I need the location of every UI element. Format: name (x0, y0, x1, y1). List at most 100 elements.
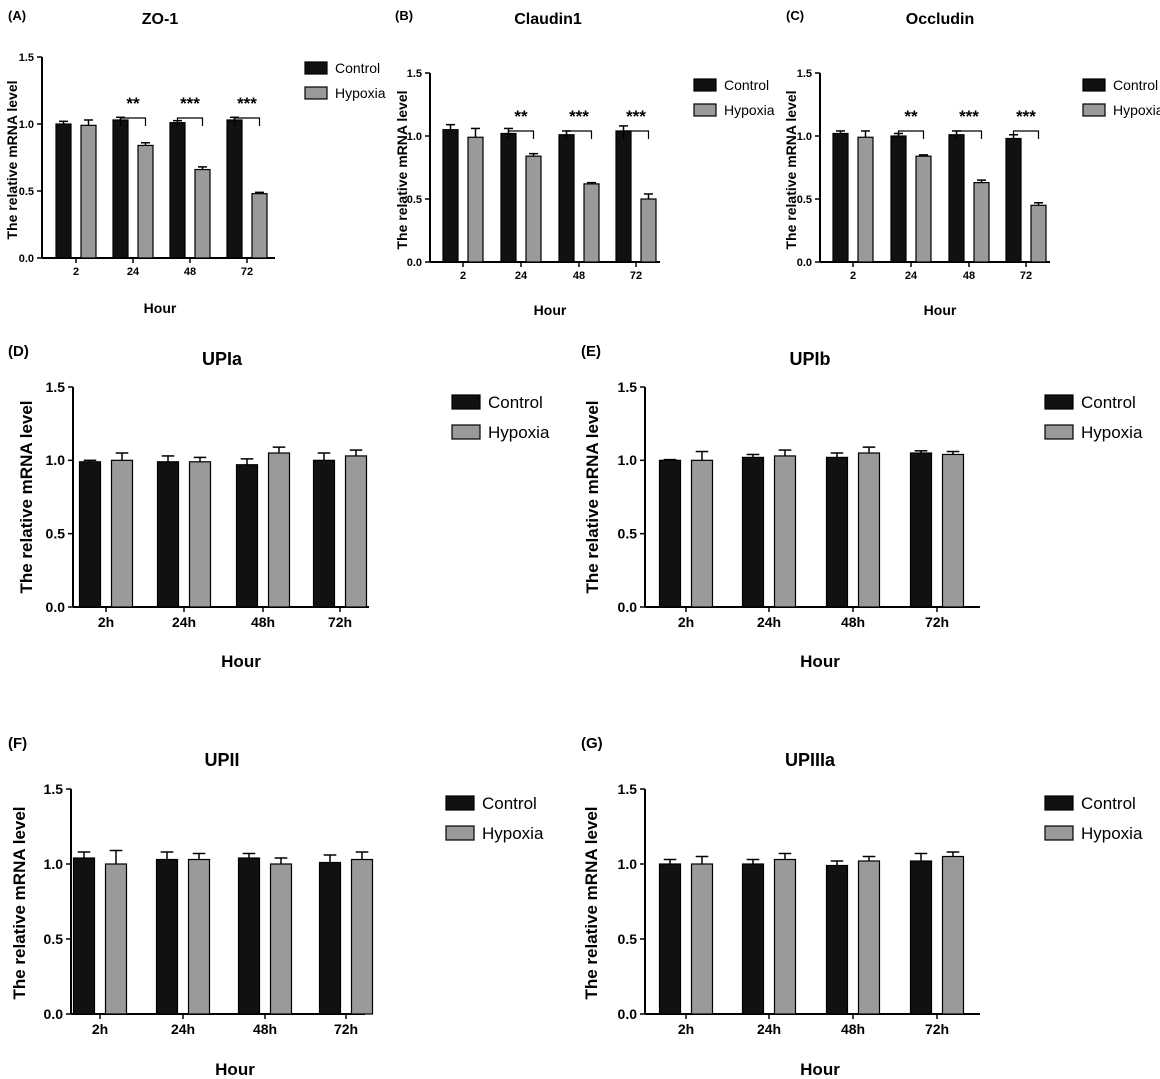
bar-control (112, 119, 129, 259)
y-tick-label: 0.0 (407, 257, 422, 269)
significance-label: *** (1016, 107, 1036, 126)
significance-bracket (1012, 130, 1040, 139)
legend-swatch-control (451, 394, 481, 410)
bar-control (55, 123, 72, 259)
panel-label: (E) (581, 343, 601, 360)
x-tick-label: 48 (963, 270, 975, 282)
legend-label: Control (724, 77, 769, 93)
bar-hypoxia (80, 124, 97, 259)
legend-label: Hypoxia (1081, 824, 1143, 843)
x-tick-label: 48h (251, 614, 275, 630)
chart-panel-a: (A) ZO-1 0.0 0.5 1.0 1.5 2 24 ** 48 *** 72 *** Hour Th… (4, 8, 386, 316)
bar-hypoxia (583, 183, 600, 263)
bar-control (226, 119, 243, 259)
legend-label: Control (1081, 794, 1136, 813)
y-tick-label: 0.5 (19, 186, 34, 198)
x-tick-label: 2h (92, 1021, 108, 1037)
bar-control (237, 857, 261, 1015)
y-tick-label: 1.5 (46, 379, 66, 395)
bar-hypoxia (941, 453, 965, 608)
significance-bracket (233, 117, 261, 126)
x-tick-label: 48h (841, 1021, 865, 1037)
y-tick-label: 0.5 (44, 931, 64, 947)
bar-control (741, 863, 765, 1015)
x-tick-label: 24h (171, 1021, 195, 1037)
panel-label: (G) (581, 735, 603, 752)
bar-control (72, 857, 96, 1015)
bar-control (615, 130, 632, 263)
y-axis-label: The relative mRNA level (582, 806, 601, 999)
bar-hypoxia (857, 452, 881, 608)
significance-label: *** (626, 107, 646, 126)
x-tick-label: 2 (460, 270, 466, 282)
x-tick-label: 24 (905, 270, 918, 282)
x-tick-label: 72 (630, 270, 642, 282)
significance-bracket (897, 130, 925, 139)
y-tick-label: 0.0 (618, 599, 638, 615)
legend: Control Hypoxia (693, 77, 775, 118)
legend-swatch-control (1044, 795, 1074, 811)
x-axis-label: Hour (800, 1060, 840, 1079)
panel-label: (A) (8, 8, 26, 23)
bar-control (312, 459, 336, 608)
chart-panel-g: (G) UPIIIa 0.0 0.5 1.0 1.5 2h 24h 48h 72h Hour The … (581, 735, 1143, 1079)
y-tick-label: 0.0 (618, 1006, 638, 1022)
y-axis-label: The relative mRNA level (583, 400, 602, 593)
y-axis-label: The relative mRNA level (783, 91, 799, 250)
legend-label: Control (488, 393, 543, 412)
x-tick-label: 24h (757, 1021, 781, 1037)
bar-hypoxia (467, 136, 484, 263)
y-tick-label: 0.5 (46, 526, 66, 542)
y-tick-label: 0.0 (797, 257, 812, 269)
y-tick-label: 0.0 (46, 599, 66, 615)
bar-hypoxia (194, 168, 211, 259)
y-tick-label: 0.0 (19, 253, 34, 265)
significance-bracket (565, 130, 593, 139)
y-tick-label: 1.0 (407, 131, 422, 143)
bar-control (156, 461, 180, 608)
significance-label: *** (569, 107, 589, 126)
x-tick-label: 72h (328, 614, 352, 630)
y-tick-label: 0.5 (618, 931, 638, 947)
bar-hypoxia (915, 155, 932, 263)
x-tick-label: 24h (757, 614, 781, 630)
y-axis-label: The relative mRNA level (17, 400, 36, 593)
panel-label: (B) (395, 8, 413, 23)
x-axis-label: Hour (924, 302, 957, 318)
chart-title: Occludin (906, 11, 974, 28)
bar-control (658, 863, 682, 1015)
chart-panel-c: (C) Occludin 0.0 0.5 1.0 1.5 2 24 ** 48 *** 72 *** Ho… (783, 8, 1160, 318)
chart-title: UPII (204, 750, 239, 770)
y-axis-label: The relative mRNA level (4, 81, 20, 240)
bar-hypoxia (773, 455, 797, 608)
x-tick-label: 24h (172, 614, 196, 630)
bar-control (442, 129, 459, 263)
legend-label: Hypoxia (482, 824, 544, 843)
bar-hypoxia (640, 198, 657, 263)
x-axis-label: Hour (534, 302, 567, 318)
significance-label: *** (180, 94, 200, 113)
bar-control (318, 861, 342, 1015)
bar-hypoxia (251, 193, 268, 259)
y-tick-label: 0.5 (407, 194, 422, 206)
legend-label: Control (1081, 393, 1136, 412)
legend-swatch-control (1082, 78, 1106, 92)
bar-control (169, 122, 186, 259)
bar-hypoxia (137, 144, 154, 259)
x-tick-label: 2h (98, 614, 114, 630)
y-axis-label: The relative mRNA level (10, 806, 29, 999)
bar-hypoxia (344, 455, 368, 608)
bar-hypoxia (269, 863, 293, 1015)
legend: Control Hypoxia (304, 60, 386, 101)
significance-bracket (955, 130, 983, 139)
y-tick-label: 1.5 (407, 68, 422, 80)
y-tick-label: 1.0 (44, 856, 64, 872)
legend-swatch-control (693, 78, 717, 92)
bar-hypoxia (857, 860, 881, 1015)
legend-label: Control (335, 60, 380, 76)
chart-panel-f: (F) UPII 0.0 0.5 1.0 1.5 2h 24h 48h 72h Hour The re… (8, 735, 544, 1079)
significance-bracket (119, 117, 147, 126)
legend-swatch-hypoxia (1082, 103, 1106, 117)
bar-hypoxia (857, 136, 874, 263)
panel-label: (C) (786, 8, 804, 23)
